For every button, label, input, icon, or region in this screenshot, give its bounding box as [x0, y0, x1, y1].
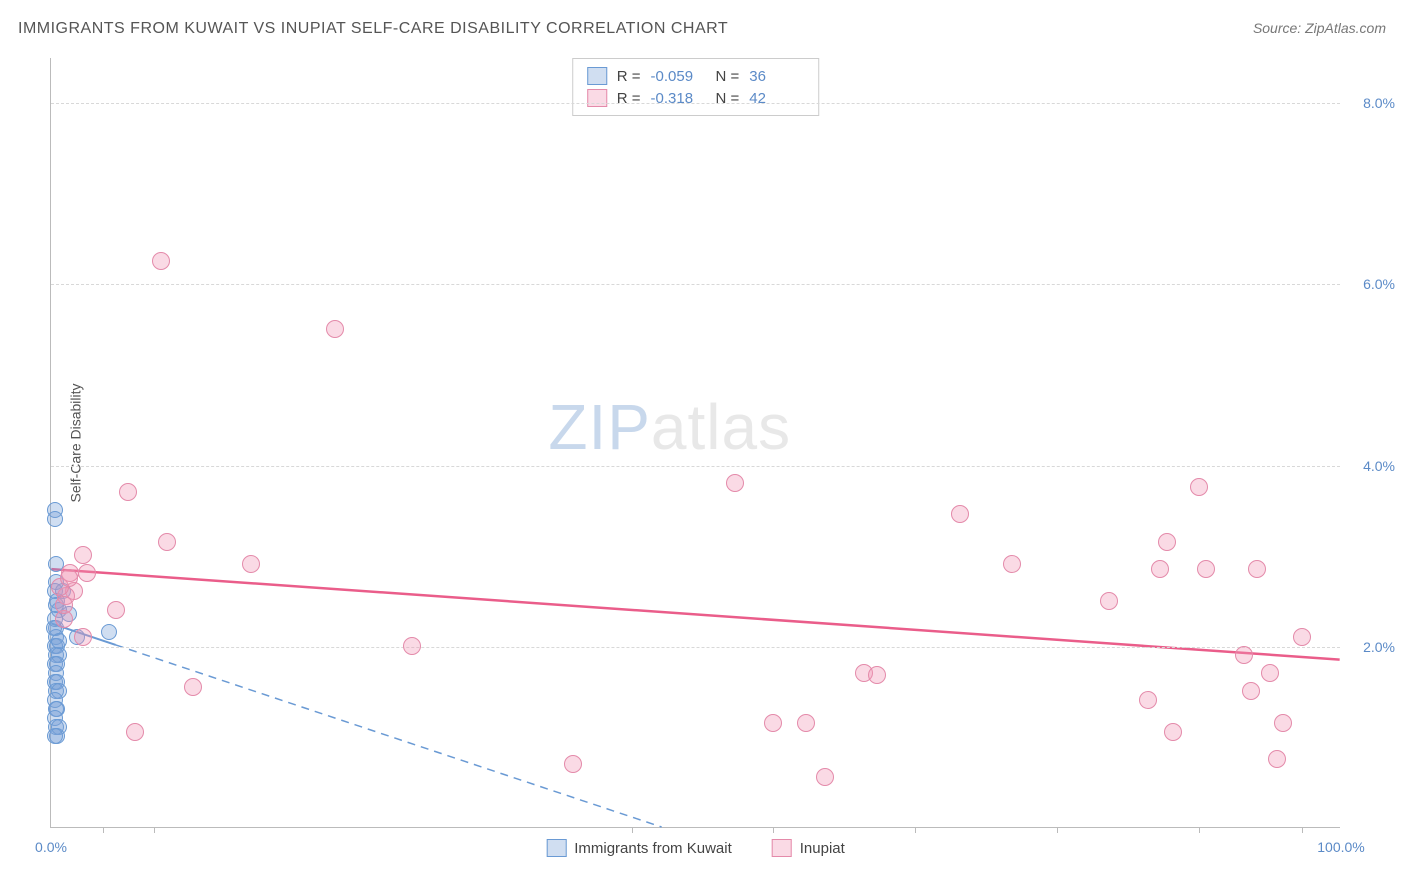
plot-area: Self-Care Disability ZIPatlas R = -0.059 N…	[50, 58, 1340, 828]
scatter-point	[1158, 533, 1176, 551]
y-axis-title: Self-Care Disability	[68, 383, 84, 502]
regression-lines-svg	[51, 58, 1340, 827]
r-value: -0.059	[651, 68, 706, 85]
scatter-point	[564, 755, 582, 773]
legend-label: Immigrants from Kuwait	[574, 840, 732, 857]
scatter-point	[242, 555, 260, 573]
source-attribution: Source: ZipAtlas.com	[1253, 20, 1386, 36]
gridline	[51, 466, 1340, 467]
scatter-point	[1100, 592, 1118, 610]
watermark: ZIPatlas	[548, 390, 791, 464]
scatter-point	[1190, 478, 1208, 496]
scatter-point	[726, 474, 744, 492]
x-tick	[103, 827, 104, 833]
bottom-legend-item: Inupiat	[772, 839, 845, 857]
x-tick	[632, 827, 633, 833]
scatter-point	[1261, 664, 1279, 682]
scatter-point	[1164, 723, 1182, 741]
legend-label: Inupiat	[800, 840, 845, 857]
y-tick-label: 2.0%	[1363, 639, 1395, 655]
r-label: R =	[617, 68, 641, 85]
x-tick	[1057, 827, 1058, 833]
scatter-point	[101, 624, 117, 640]
scatter-point	[403, 637, 421, 655]
scatter-point	[816, 768, 834, 786]
scatter-point	[1151, 560, 1169, 578]
legend-swatch	[587, 67, 607, 85]
y-tick-label: 4.0%	[1363, 458, 1395, 474]
x-tick	[915, 827, 916, 833]
x-tick	[1199, 827, 1200, 833]
scatter-point	[55, 596, 73, 614]
scatter-point	[1268, 750, 1286, 768]
bottom-legend: Immigrants from Kuwait Inupiat	[546, 839, 845, 857]
x-tick	[154, 827, 155, 833]
scatter-point	[1197, 560, 1215, 578]
x-tick-label: 100.0%	[1317, 839, 1364, 855]
scatter-point	[1235, 646, 1253, 664]
scatter-point	[60, 569, 78, 587]
x-tick	[1302, 827, 1303, 833]
scatter-point	[951, 505, 969, 523]
scatter-point	[1274, 714, 1292, 732]
gridline	[51, 647, 1340, 648]
legend-stats-box: R = -0.059 N = 36 R =-0.318N =42	[572, 58, 820, 116]
scatter-point	[126, 723, 144, 741]
x-tick-label: 0.0%	[35, 839, 67, 855]
n-label: N =	[716, 68, 740, 85]
legend-swatch	[772, 839, 792, 857]
scatter-point	[1139, 691, 1157, 709]
y-tick-label: 6.0%	[1363, 276, 1395, 292]
bottom-legend-item: Immigrants from Kuwait	[546, 839, 732, 857]
watermark-zip: ZIP	[548, 391, 651, 463]
scatter-point	[1248, 560, 1266, 578]
n-value: 36	[749, 68, 804, 85]
scatter-point	[47, 511, 63, 527]
scatter-point	[868, 666, 886, 684]
legend-swatch	[587, 89, 607, 107]
scatter-point	[47, 728, 63, 744]
y-tick-label: 8.0%	[1363, 95, 1395, 111]
scatter-point	[326, 320, 344, 338]
scatter-point	[74, 628, 92, 646]
gridline	[51, 284, 1340, 285]
scatter-point	[1293, 628, 1311, 646]
scatter-point	[158, 533, 176, 551]
scatter-point	[78, 564, 96, 582]
scatter-point	[797, 714, 815, 732]
gridline	[51, 103, 1340, 104]
scatter-point	[107, 601, 125, 619]
scatter-point	[764, 714, 782, 732]
x-tick	[773, 827, 774, 833]
chart-title: IMMIGRANTS FROM KUWAIT VS INUPIAT SELF-C…	[18, 20, 728, 38]
scatter-point	[1242, 682, 1260, 700]
legend-stats-row: R =-0.318N =42	[587, 87, 805, 109]
watermark-atlas: atlas	[651, 391, 791, 463]
scatter-point	[74, 546, 92, 564]
scatter-point	[184, 678, 202, 696]
scatter-point	[1003, 555, 1021, 573]
scatter-point	[119, 483, 137, 501]
legend-stats-row: R = -0.059 N = 36	[587, 65, 805, 87]
legend-swatch	[546, 839, 566, 857]
scatter-point	[51, 633, 67, 649]
scatter-point	[152, 252, 170, 270]
